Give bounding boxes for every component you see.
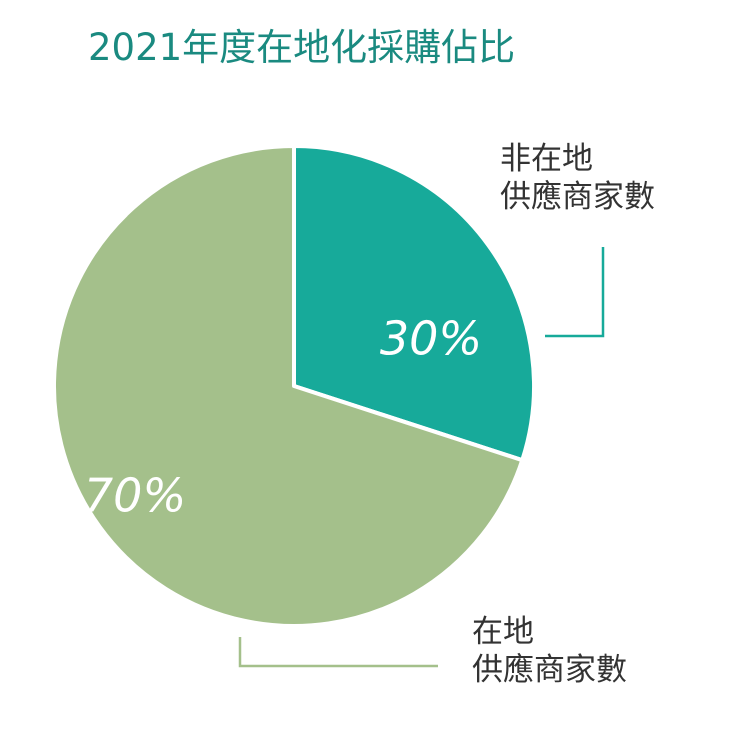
pie-slice-local bbox=[52, 144, 525, 628]
pie-value-label-nonlocal: 30% bbox=[380, 312, 482, 366]
chart-title: 2021年度在地化採購佔比 bbox=[88, 26, 516, 69]
leader-line-local bbox=[238, 637, 438, 668]
slice-label-local-line1: 在地 bbox=[472, 614, 534, 650]
slice-label-nonlocal-line2: 供應商家數 bbox=[500, 179, 655, 215]
pie-value-label-local: 70% bbox=[84, 468, 186, 522]
slice-label-nonlocal-line1: 非在地 bbox=[500, 141, 593, 177]
slice-label-local-line2: 供應商家數 bbox=[472, 652, 627, 688]
leader-line-nonlocal bbox=[545, 247, 605, 338]
slice-label-nonlocal: 非在地 供應商家數 bbox=[500, 140, 655, 216]
slice-label-local: 在地 供應商家數 bbox=[472, 613, 627, 689]
pie-slice-nonlocal bbox=[292, 144, 536, 463]
